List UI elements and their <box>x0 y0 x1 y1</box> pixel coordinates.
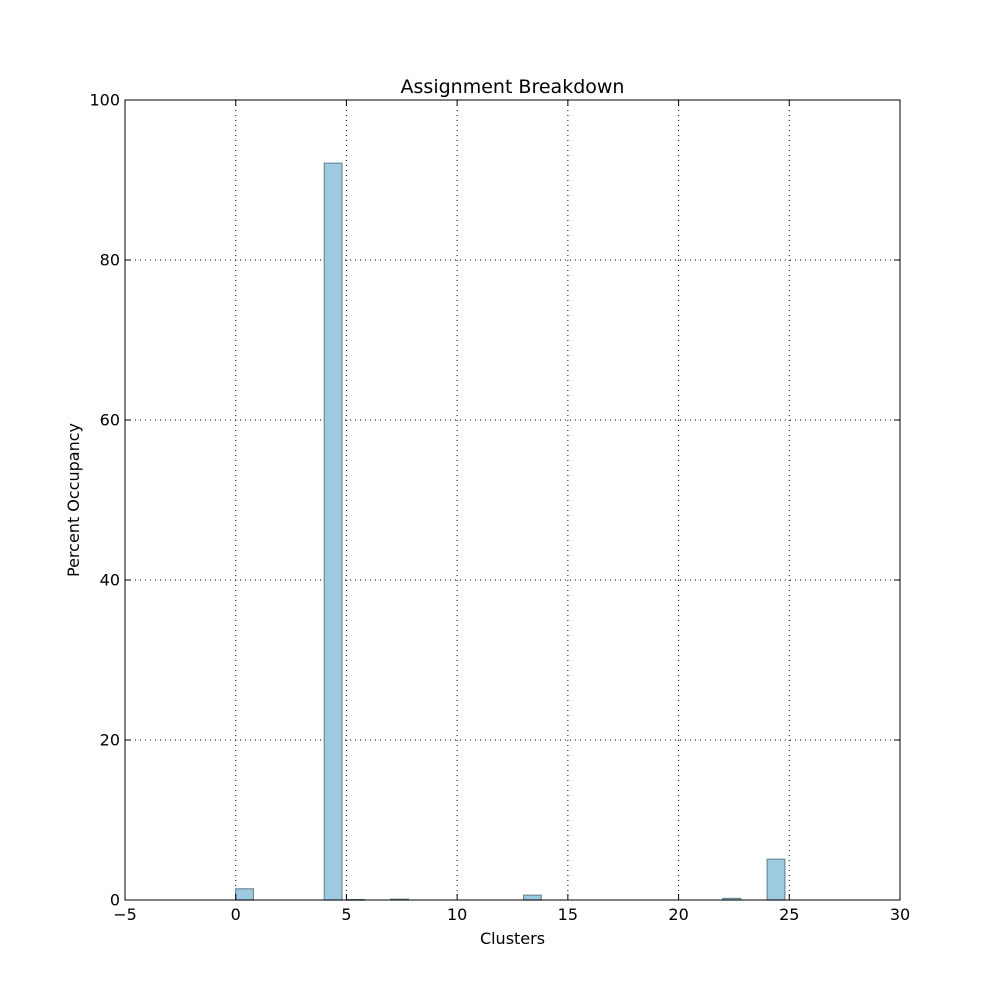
chart-title: Assignment Breakdown <box>401 76 625 98</box>
y-tick-label: 0 <box>110 891 120 910</box>
bar <box>766 858 786 901</box>
x-tick-label: 15 <box>558 905 578 924</box>
x-tick-label: −5 <box>113 905 137 924</box>
plot-frame <box>124 99 901 901</box>
bar <box>235 888 255 901</box>
y-tick-label: 100 <box>89 91 120 110</box>
x-tick-label: 20 <box>668 905 688 924</box>
y-tick-label: 20 <box>100 731 120 750</box>
bar <box>323 162 343 901</box>
y-axis-label: Percent Occupancy <box>64 423 83 577</box>
x-tick-label: 5 <box>341 905 351 924</box>
y-tick-label: 60 <box>100 411 120 430</box>
bar <box>522 894 542 901</box>
y-tick-label: 80 <box>100 251 120 270</box>
x-axis-label: Clusters <box>480 929 545 948</box>
x-tick-label: 25 <box>779 905 799 924</box>
x-tick-label: 30 <box>890 905 910 924</box>
x-tick-label: 10 <box>447 905 467 924</box>
grid <box>125 100 900 900</box>
x-tick-label: 0 <box>231 905 241 924</box>
y-tick-label: 40 <box>100 571 120 590</box>
